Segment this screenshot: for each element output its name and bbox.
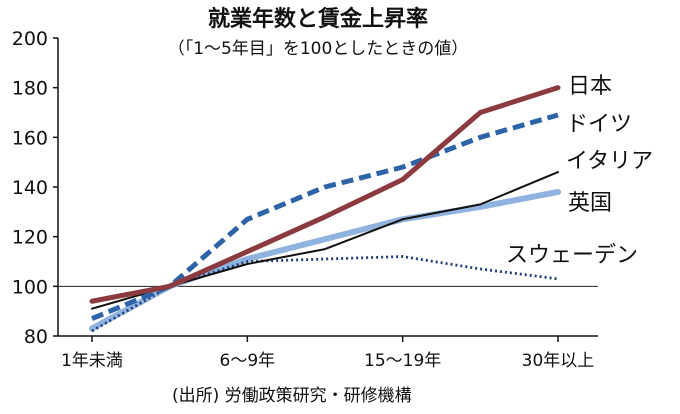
chart-subtitle: （「1～5年目」を100としたときの値） (168, 39, 469, 59)
y-tick-label: 180 (12, 78, 48, 100)
plot-area: 80 100 120 140 160 180 200 1年未満 6～9年 15～19年 30年以上 日… (12, 28, 653, 371)
y-tick-label: 140 (12, 177, 48, 199)
series-label-ドイツ: ドイツ (566, 112, 632, 137)
chart-title: 就業年数と賃金上昇率 (208, 6, 428, 32)
y-tick-label: 120 (12, 227, 48, 249)
y-tick-label: 160 (12, 127, 48, 149)
y-tick-label: 100 (12, 276, 48, 298)
series-line-スウェーデン (91, 255, 559, 333)
y-tick-label: 80 (24, 326, 48, 348)
series-line-日本 (89, 85, 561, 304)
series-label-イタリア: イタリア (566, 149, 653, 174)
series-label-英国: 英国 (568, 191, 612, 216)
x-tick-label: 1年未満 (61, 351, 123, 371)
series-label-スウェーデン: スウェーデン (506, 243, 638, 268)
series-line-英国 (89, 188, 561, 332)
y-tick-label: 200 (12, 28, 48, 50)
series-label-日本: 日本 (568, 74, 612, 99)
source-note: (出所) 労働政策研究・研修機構 (172, 386, 412, 406)
x-tick-label: 15～19年 (364, 351, 441, 371)
x-tick-label: 30年以上 (522, 351, 595, 371)
series-line-ドイツ (91, 112, 559, 321)
x-tick-label: 6～9年 (220, 351, 276, 371)
